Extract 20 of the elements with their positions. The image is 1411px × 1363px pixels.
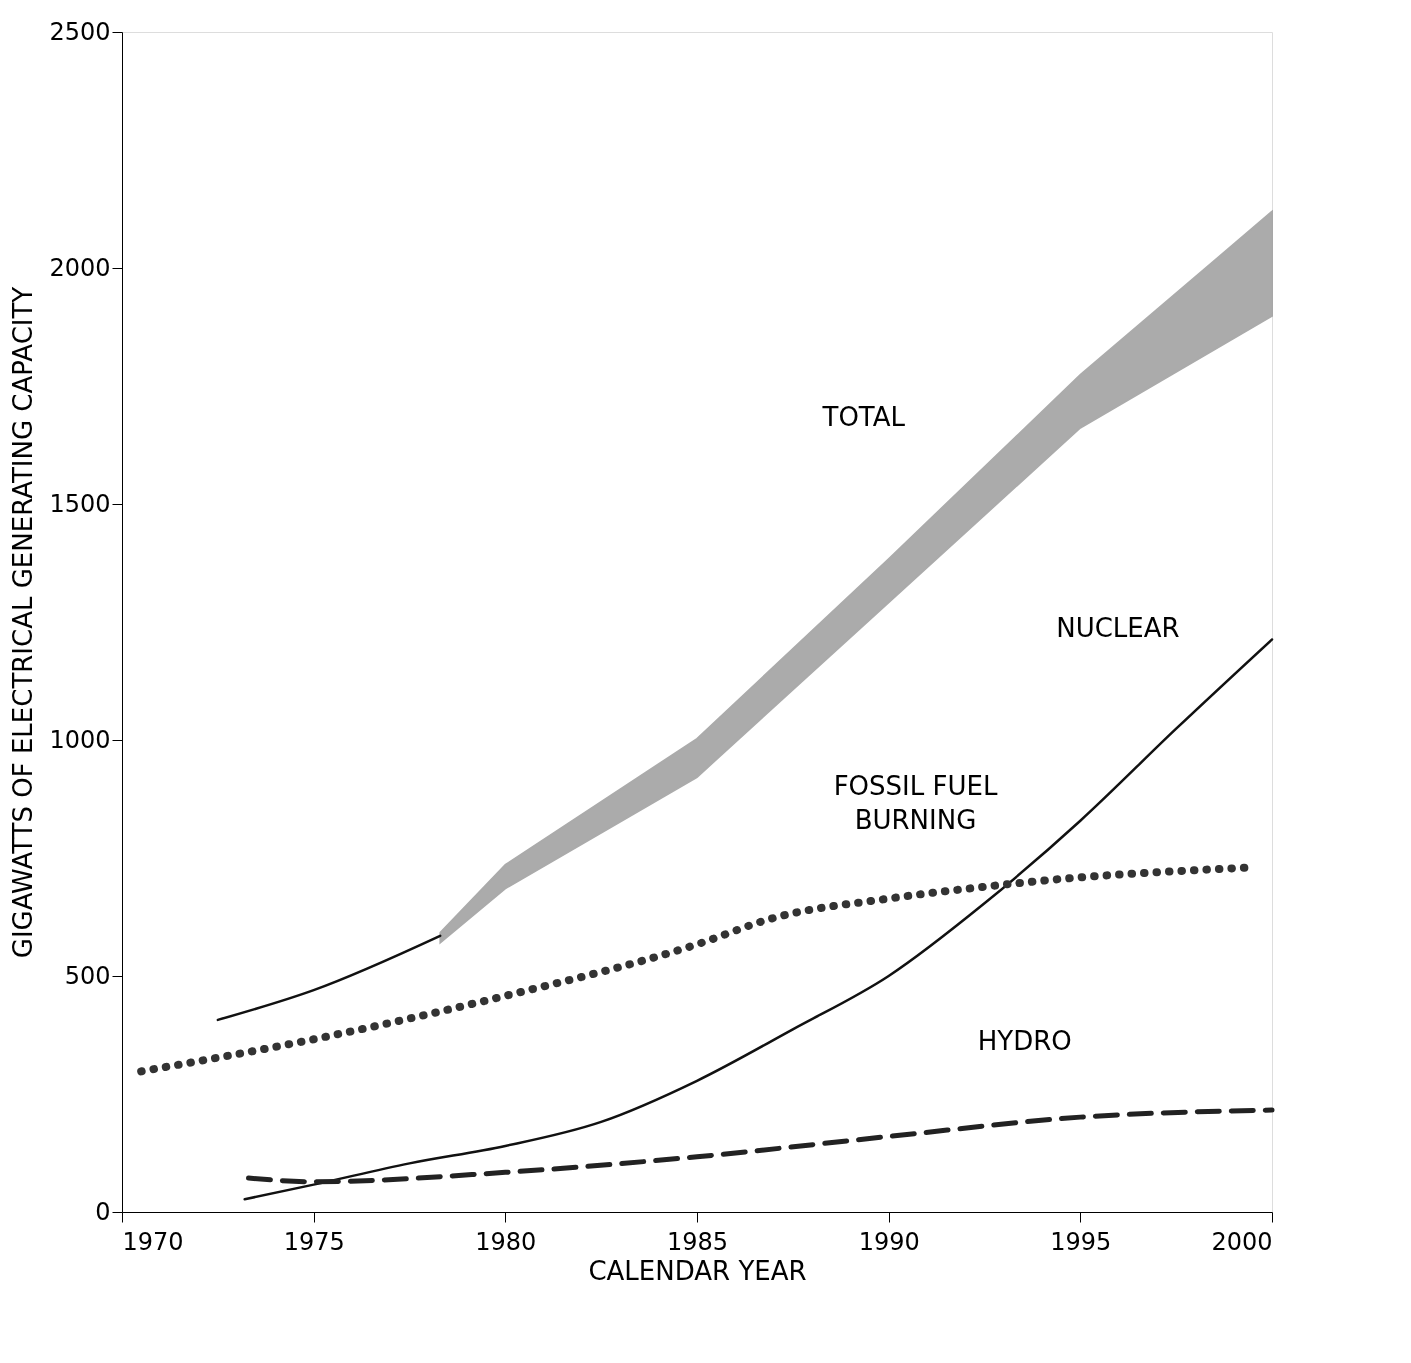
x-tick-label: 1985	[666, 1227, 729, 1256]
y-tick-label: 1500	[49, 489, 111, 518]
x-tick-label: 1980	[475, 1227, 537, 1256]
x-tick-label: 1970	[122, 1227, 184, 1256]
line-series	[243, 638, 1274, 1201]
x-tick-label: 1975	[283, 1227, 345, 1256]
y-axis-title: GIGAWATTS OF ELECTRICAL GENERATING CAPACITY	[8, 286, 39, 959]
x-tick-label: 1995	[1050, 1227, 1112, 1256]
x-tick-label: 1990	[858, 1227, 920, 1256]
x-tick-label: 2000	[1211, 1227, 1273, 1256]
y-tick-label: 2500	[49, 17, 111, 46]
y-tick-label: 500	[64, 961, 111, 990]
annotation: TOTAL	[821, 401, 906, 432]
annotation: FOSSIL FUEL BURNING	[833, 771, 998, 836]
annotation: HYDRO	[977, 1026, 1072, 1057]
x-axis-title: CALENDAR YEAR	[588, 1255, 807, 1286]
y-tick-label: 1000	[49, 725, 111, 754]
y-tick-label: 0	[95, 1197, 111, 1226]
annotation: NUCLEAR	[1056, 613, 1180, 644]
y-tick-label: 2000	[49, 253, 111, 282]
